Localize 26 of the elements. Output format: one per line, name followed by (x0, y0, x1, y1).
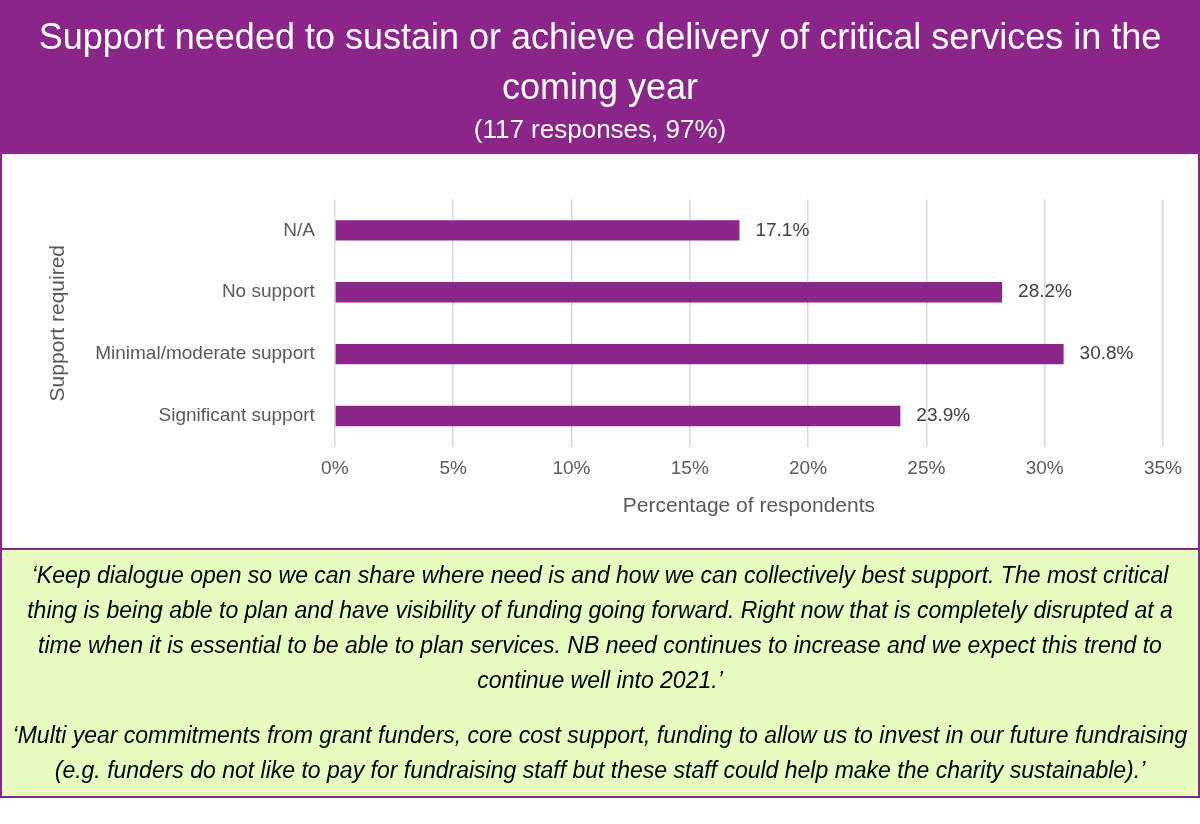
bar (335, 405, 901, 427)
y-tick-label: Minimal/moderate support (95, 342, 316, 364)
chart-subtitle: (117 responses, 97%) (472, 113, 728, 146)
x-axis-title: Percentage of respondents (622, 493, 876, 517)
x-tick-label: 35% (1143, 456, 1183, 478)
text: ‘Multi year commitments from grant funders, core cost support, funding to allow us to invest in our future fundraising (e.g. funders do not like to pay for fundraising staff but these staff could help make the charity sustainable).’ (11, 721, 1189, 785)
y-tick-label: No support (221, 280, 316, 302)
x-tick-label: 30% (1025, 456, 1064, 478)
bar (335, 343, 1064, 365)
x-tick-label: 10% (552, 456, 591, 478)
y-axis-title: Support required (45, 244, 69, 402)
bar (335, 282, 1003, 303)
data-label: 30.8% (1079, 342, 1134, 364)
chart-title: Support needed to sustain or achieve delivery of critical services in the coming year (37, 15, 1163, 109)
x-tick-label: 5% (439, 456, 467, 478)
data-label: 23.9% (916, 404, 971, 426)
x-tick-label: 20% (789, 456, 828, 478)
x-tick-label: 0% (321, 456, 349, 478)
data-label: 17.1% (755, 218, 810, 240)
y-tick-label: N/A (283, 218, 316, 240)
text: ‘Keep dialogue open so we can share where need is and how we can collectively best support. The most critical thing is being able to plan and have visibility of funding going forward. Right now that is completely disrupted at a time when it is essential to be able to plan services. NB need continues to increase and we expect this trend to continue well into 2021.’ (26, 561, 1174, 695)
x-tick-label: 25% (907, 456, 946, 478)
bar (335, 220, 740, 241)
y-tick-label: Significant support (158, 404, 316, 426)
data-label: 28.2% (1018, 280, 1073, 302)
x-tick-label: 15% (670, 456, 709, 478)
